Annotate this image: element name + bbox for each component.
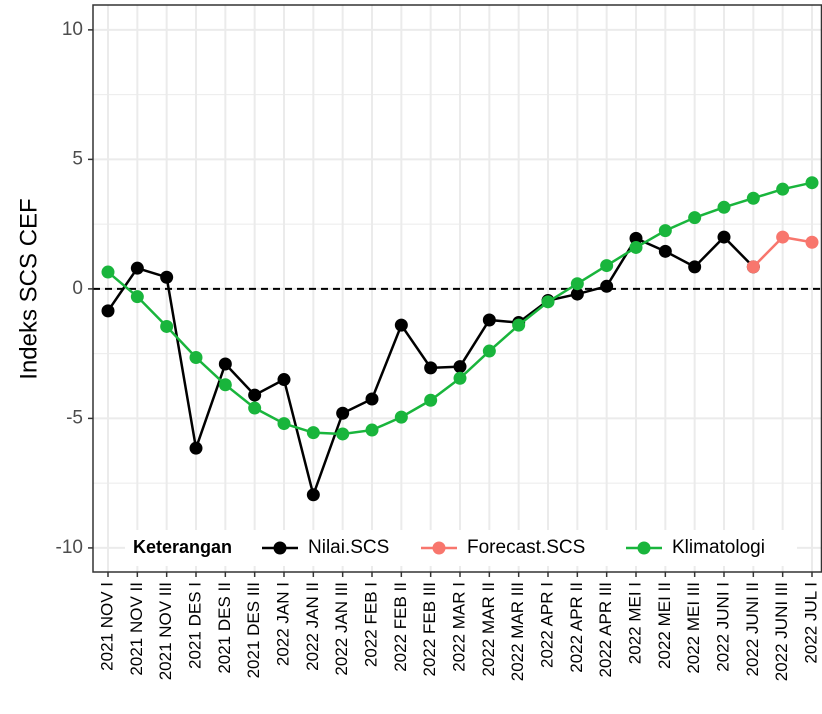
data-point [189,351,203,365]
data-point [512,318,526,332]
legend-box [125,530,797,566]
x-tick-label: 2022 JAN I [273,582,292,666]
x-tick-label: 2021 NOV I [97,582,116,671]
data-point [160,319,174,333]
data-point [365,423,379,437]
x-tick-label: 2022 JAN III [332,582,351,676]
data-point [453,371,467,385]
data-point [570,287,584,301]
x-tick-label: 2021 NOV II [127,582,146,676]
y-tick-label: 5 [72,148,83,169]
data-point [482,313,496,327]
data-point [453,360,467,374]
legend-marker [273,541,287,555]
data-point [218,357,232,371]
x-tick-label: 2022 JUL I [801,582,820,664]
data-point [248,401,262,415]
data-point [541,295,555,309]
data-point [365,392,379,406]
y-tick-label: -5 [66,407,83,428]
data-point [688,211,702,225]
x-tick-label: 2022 JAN II [303,582,322,671]
x-tick-label: 2022 MEI I [625,582,644,664]
x-tick-label: 2021 DES I [185,582,204,669]
data-point [101,265,115,279]
data-point [658,244,672,258]
x-tick-label: 2022 JUNI II [743,582,762,677]
data-point [306,488,320,502]
data-point [160,270,174,284]
data-point [336,427,350,441]
data-point [600,279,614,293]
x-tick-label: 2022 FEB I [361,582,380,667]
legend-marker [432,541,446,555]
y-axis-label: Indeks SCS CEF [15,198,42,379]
data-point [394,318,408,332]
legend-title: Keterangan [133,537,232,557]
data-point [717,200,731,214]
data-point [130,261,144,275]
data-point [130,290,144,304]
data-point [746,260,760,274]
data-point [101,304,115,318]
y-tick-label: 10 [62,19,83,40]
x-tick-label: 2022 APR I [537,582,556,668]
x-tick-label: 2022 FEB II [391,582,410,672]
data-point [424,393,438,407]
data-point [600,259,614,273]
data-point [717,230,731,244]
data-point [277,417,291,431]
data-point [424,361,438,375]
x-tick-label: 2021 NOV III [156,582,175,680]
data-point [746,191,760,205]
data-point [277,373,291,387]
data-point [658,224,672,238]
x-tick-label: 2022 MAR I [449,582,468,672]
x-tick-label: 2022 JUNI III [772,582,791,681]
data-point [248,388,262,402]
x-tick-label: 2022 MEI II [655,582,674,669]
data-point [776,182,790,196]
data-point [570,277,584,291]
y-tick-label: -10 [56,537,83,558]
legend-label: Nilai.SCS [308,537,389,558]
data-point [189,441,203,455]
data-point [394,410,408,424]
x-tick-label: 2022 MEI III [684,582,703,674]
x-tick-label: 2022 FEB III [420,582,439,677]
data-point [629,231,643,245]
data-point [306,426,320,440]
x-tick-label: 2021 DES II [215,582,234,674]
x-tick-label: 2022 JUNI I [713,582,732,672]
data-point [336,406,350,420]
y-tick-label: 0 [72,278,83,299]
legend-marker [637,541,651,555]
data-point [218,378,232,392]
data-point [805,176,819,190]
data-point [805,235,819,249]
legend-label: Forecast.SCS [467,537,585,558]
data-point [688,260,702,274]
data-point [629,240,643,254]
data-point [482,344,496,358]
x-tick-label: 2022 MAR II [479,582,498,677]
x-tick-label: 2022 APR III [596,582,615,677]
x-tick-label: 2021 DES III [244,582,263,678]
legend-label: Klimatologi [672,537,765,558]
data-point [776,230,790,244]
x-tick-label: 2022 MAR III [508,582,527,681]
x-tick-label: 2022 APR II [567,582,586,673]
